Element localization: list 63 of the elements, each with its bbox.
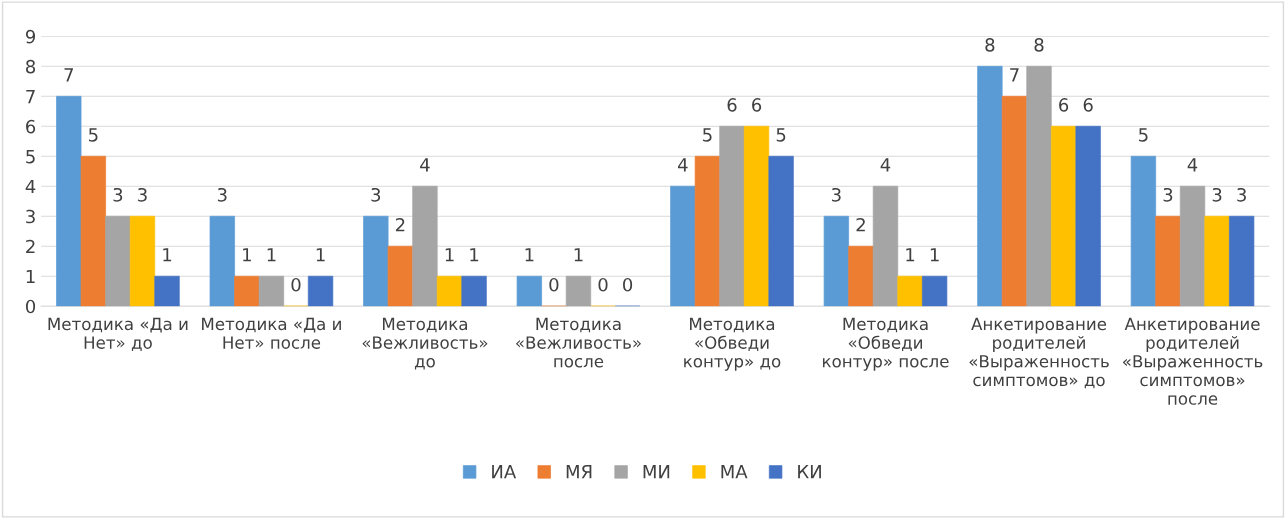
data-label: 1: [163, 248, 172, 262]
data-label: 6: [1059, 98, 1069, 112]
data-label: 5: [776, 128, 786, 142]
data-label: 1: [930, 248, 939, 262]
y-tick-label: 4: [25, 179, 36, 194]
data-label: 4: [880, 158, 891, 172]
x-tick-label: Методика «Да и Нет» после: [202, 317, 341, 349]
x-tick-label: Методика «Обведи контур» до: [684, 317, 781, 371]
data-label: 3: [1163, 187, 1173, 202]
data-label: 2: [395, 217, 405, 232]
y-tick-label: 6: [26, 119, 36, 134]
y-tick-label: 0: [25, 299, 36, 314]
data-label: 0: [598, 277, 608, 292]
data-label: 4: [420, 158, 430, 172]
data-label: 5: [89, 128, 98, 142]
data-label: 6: [1083, 98, 1093, 112]
data-label: 3: [371, 187, 381, 202]
data-label: 0: [623, 277, 633, 292]
legend-label: МА: [721, 465, 748, 479]
legend-label: МЯ: [566, 465, 592, 479]
data-label: 7: [64, 68, 73, 82]
data-label: 1: [574, 248, 583, 262]
data-label: 4: [1187, 158, 1198, 172]
data-label: 8: [985, 38, 995, 52]
data-label: 1: [470, 248, 479, 262]
x-tick-label: Методика «Обведи контур» после: [823, 317, 949, 371]
data-label: 3: [1212, 187, 1222, 202]
y-tick-label: 8: [26, 59, 36, 74]
data-label: 1: [267, 248, 276, 262]
y-tick-label: 2: [26, 239, 35, 254]
x-tick-label: Анкетирование родителей «Выраженность симптомов» после: [1123, 317, 1263, 405]
data-label: 1: [525, 248, 534, 262]
data-label: 3: [832, 187, 841, 202]
data-label: 3: [138, 187, 147, 202]
y-tick-label: 7: [26, 90, 35, 104]
data-label: 8: [1034, 38, 1044, 52]
y-tick-label: 9: [25, 29, 36, 44]
x-tick-label: Методика «Да и Нет» до: [48, 317, 188, 351]
data-label: 5: [703, 128, 712, 142]
data-label: 1: [316, 248, 325, 262]
data-label: 3: [113, 187, 123, 202]
legend-label: МИ: [643, 465, 670, 479]
data-label: 5: [1139, 128, 1148, 142]
data-label: 0: [291, 277, 301, 292]
data-label: 0: [549, 277, 559, 292]
y-tick-label: 5: [26, 149, 35, 164]
data-label: 2: [856, 217, 865, 232]
x-tick-label: Анкетирование родителей «Выраженность симптомов» до: [969, 317, 1109, 389]
data-label: 6: [727, 98, 737, 112]
data-label: 6: [752, 98, 762, 112]
data-label: 1: [445, 248, 454, 262]
legend-label: ИА: [492, 465, 517, 479]
data-label: 1: [243, 248, 251, 262]
data-label: 7: [1010, 68, 1019, 82]
data-label: 3: [217, 187, 227, 202]
y-tick-label: 1: [26, 269, 35, 284]
y-tick-label: 3: [26, 209, 35, 224]
x-tick-label: Методика «Вежливость» до: [362, 317, 488, 370]
legend-label: КИ: [798, 465, 821, 479]
x-tick-label: Методика «Вежливость» после: [516, 317, 641, 368]
data-label: 3: [1237, 187, 1246, 202]
data-label: 1: [906, 248, 915, 262]
data-label: 4: [677, 158, 688, 172]
